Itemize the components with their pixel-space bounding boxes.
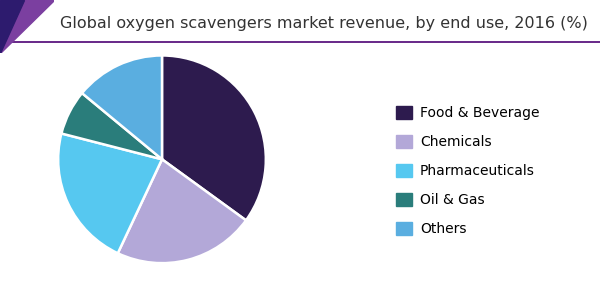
Legend: Food & Beverage, Chemicals, Pharmaceuticals, Oil & Gas, Others: Food & Beverage, Chemicals, Pharmaceutic… xyxy=(397,106,539,236)
Wedge shape xyxy=(82,55,162,159)
Wedge shape xyxy=(61,93,162,159)
Polygon shape xyxy=(0,0,54,53)
Text: Global oxygen scavengers market revenue, by end use, 2016 (%): Global oxygen scavengers market revenue,… xyxy=(60,16,588,31)
Polygon shape xyxy=(0,0,24,53)
Wedge shape xyxy=(58,133,162,253)
Wedge shape xyxy=(162,55,266,220)
Wedge shape xyxy=(118,159,246,263)
